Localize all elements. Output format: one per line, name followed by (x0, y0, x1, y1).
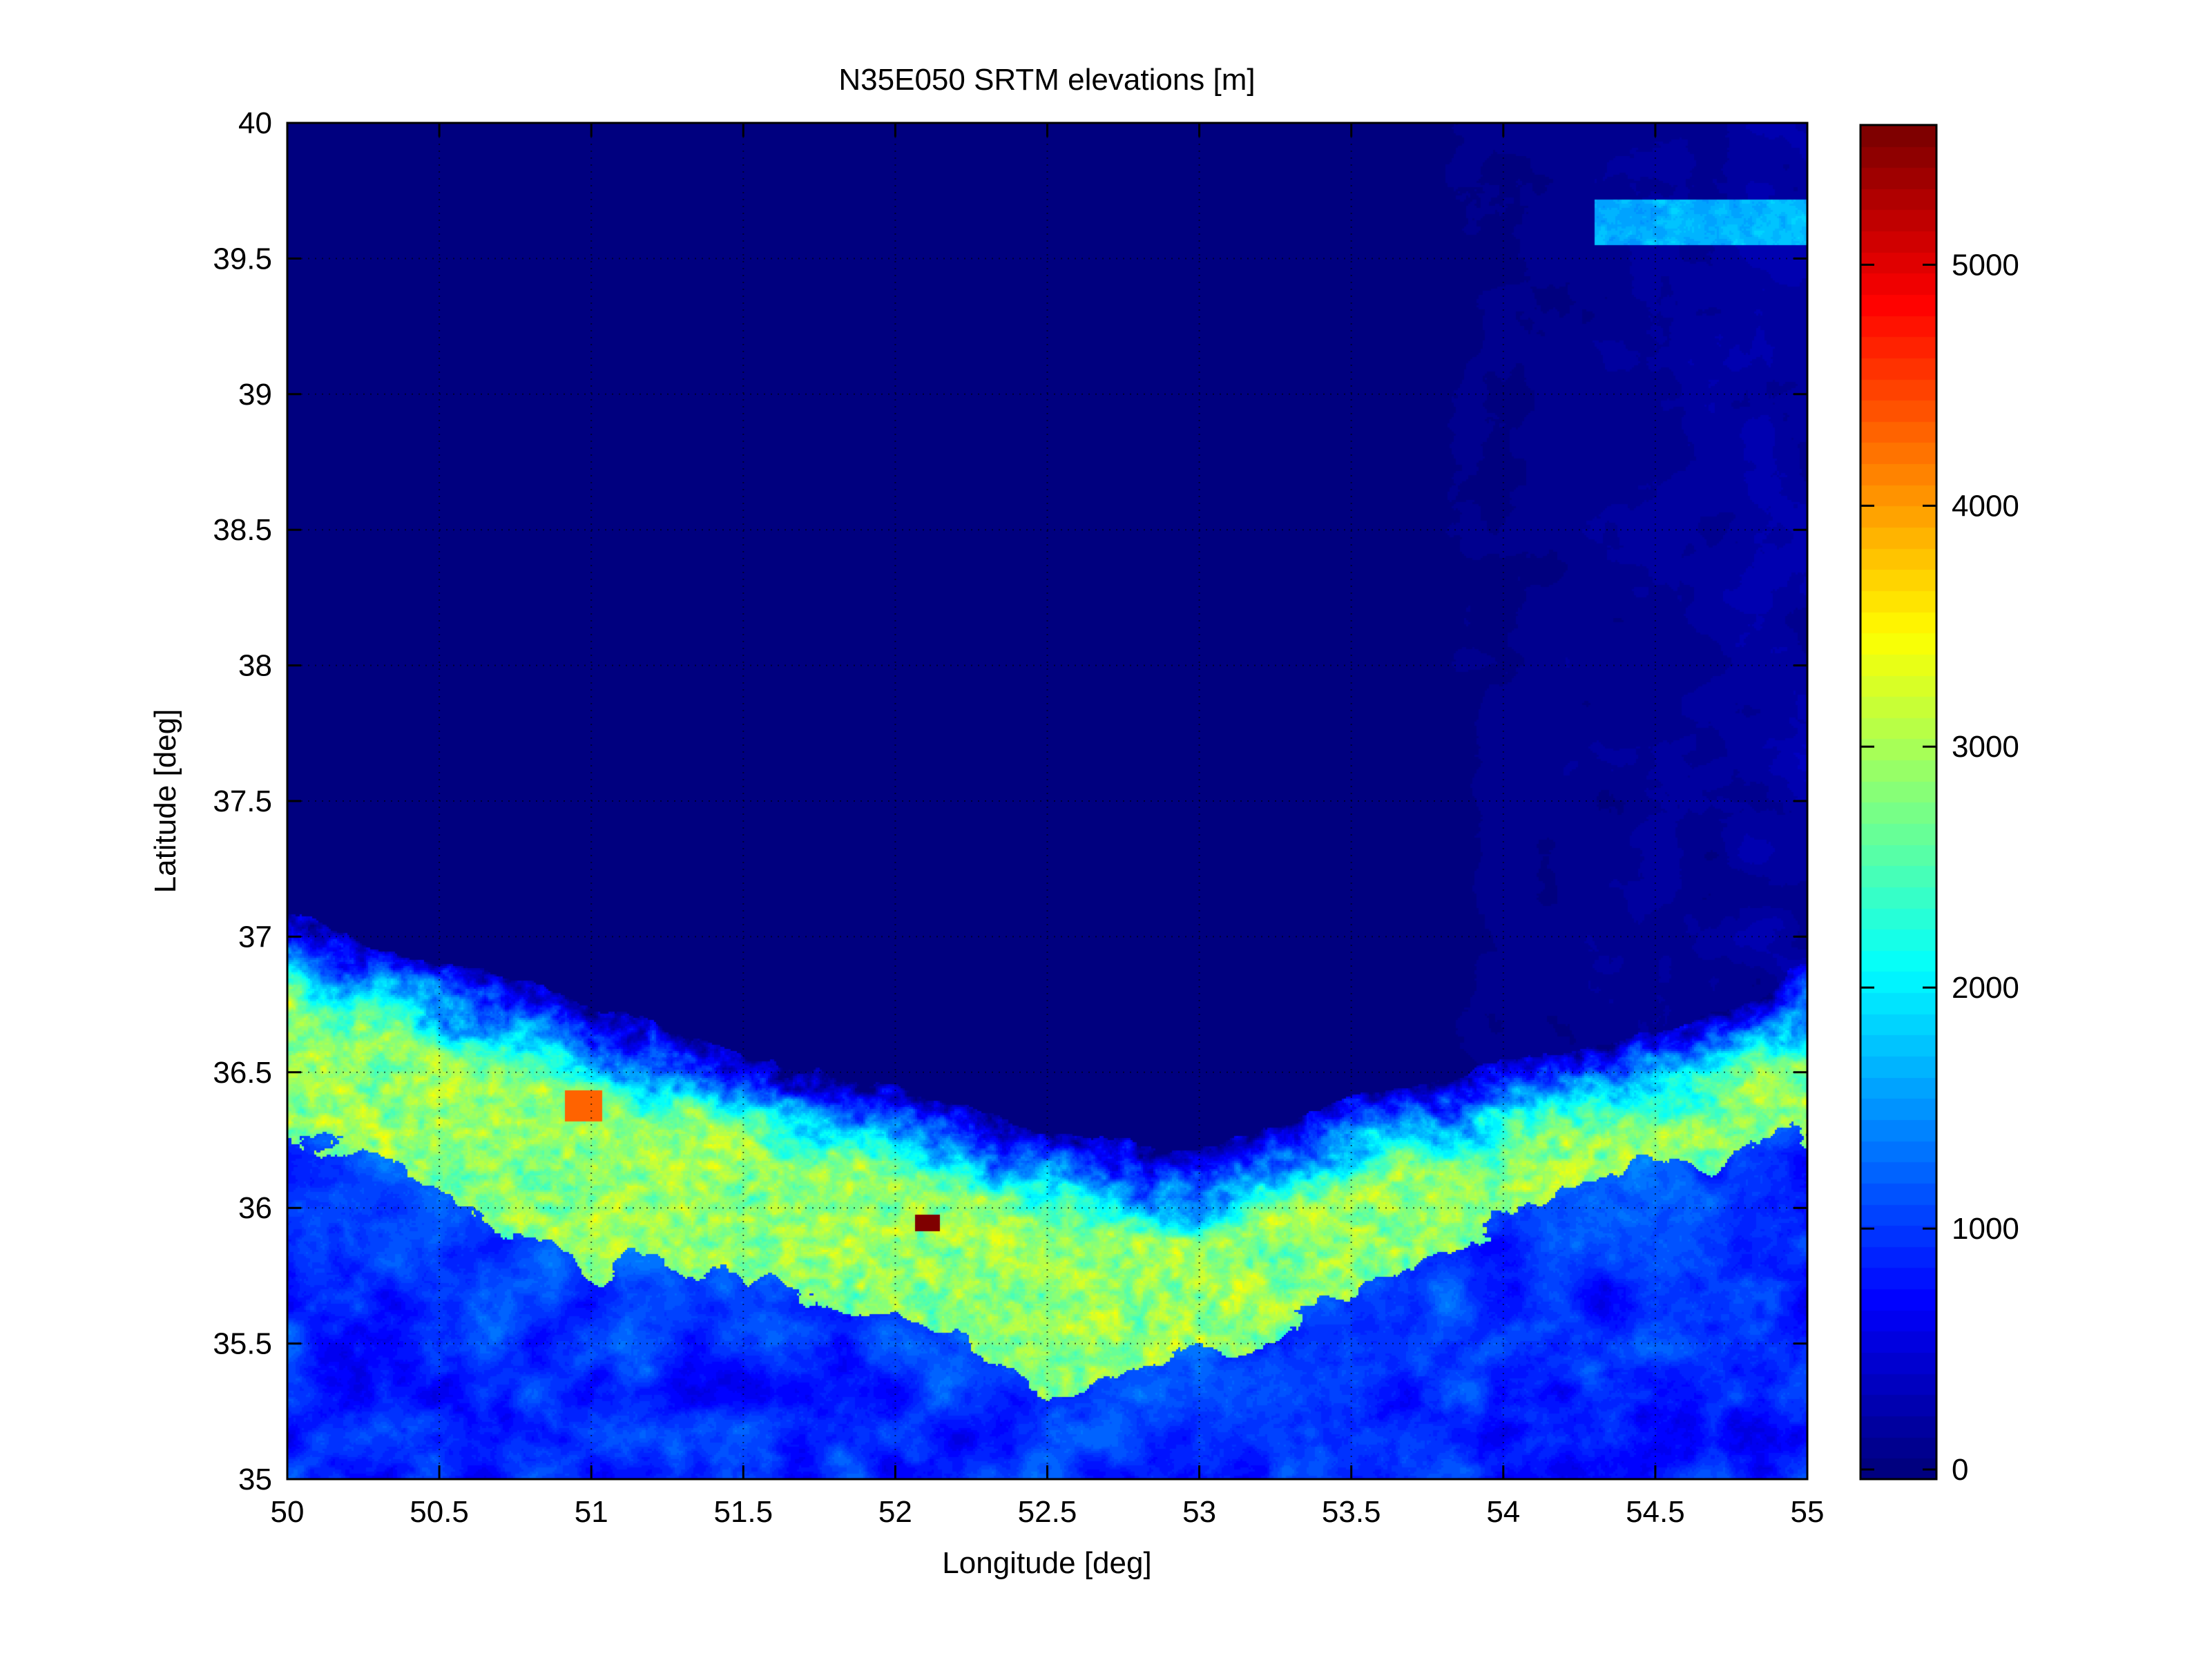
x-tick-label: 51 (575, 1495, 608, 1529)
chart-title: N35E050 SRTM elevations [m] (838, 63, 1255, 97)
x-tick-label: 52.5 (1018, 1495, 1077, 1529)
plot-frame (286, 122, 1809, 1481)
y-tick-label: 40 (238, 106, 272, 140)
x-axis-label: Longitude [deg] (942, 1546, 1151, 1580)
x-tick-label: 53.5 (1322, 1495, 1381, 1529)
y-tick-label: 39 (238, 378, 272, 412)
y-tick-label: 36.5 (213, 1056, 272, 1090)
x-tick-label: 51.5 (713, 1495, 773, 1529)
x-tick-label: 54.5 (1626, 1495, 1685, 1529)
colorbar-tick-label: 1000 (1952, 1212, 2019, 1246)
colorbar-tick-label: 5000 (1952, 248, 2019, 282)
colorbar-tick-label: 3000 (1952, 730, 2019, 764)
colorbar-tick-label: 2000 (1952, 971, 2019, 1005)
y-tick-label: 37 (238, 920, 272, 954)
y-axis-label: Latitude [deg] (148, 709, 182, 894)
x-tick-label: 50 (271, 1495, 305, 1529)
y-tick-label: 35 (238, 1463, 272, 1496)
y-tick-label: 36 (238, 1191, 272, 1225)
y-tick-label: 35.5 (213, 1327, 272, 1361)
x-tick-label: 55 (1791, 1495, 1825, 1529)
y-tick-label: 37.5 (213, 784, 272, 818)
colorbar-tick-label: 0 (1952, 1453, 1968, 1487)
colorbar-frame (1859, 124, 1938, 1481)
x-tick-label: 52 (878, 1495, 912, 1529)
x-tick-label: 50.5 (410, 1495, 469, 1529)
colorbar (1860, 125, 1936, 1479)
x-tick-label: 53 (1182, 1495, 1216, 1529)
y-tick-label: 38 (238, 649, 272, 683)
colorbar-tick-label: 4000 (1952, 489, 2019, 523)
x-tick-label: 54 (1486, 1495, 1520, 1529)
y-tick-label: 39.5 (213, 242, 272, 276)
y-tick-label: 38.5 (213, 513, 272, 547)
